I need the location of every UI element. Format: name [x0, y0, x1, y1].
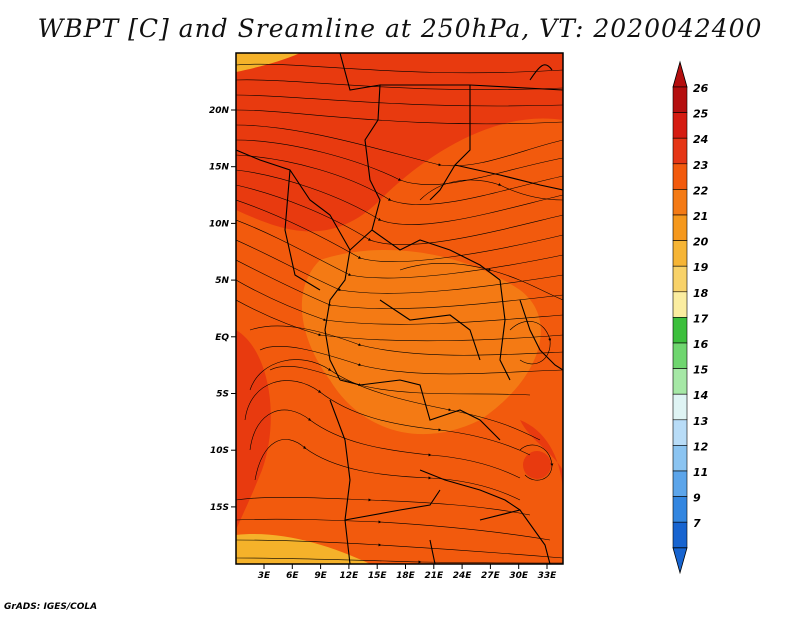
colorbar-label: 22 [693, 184, 709, 197]
map-title: WBPT [C] and Sreamline at 250hPa, VT: 20… [37, 14, 763, 43]
lon-label: 33E [538, 571, 558, 581]
colorbar-label: 12 [693, 440, 709, 453]
colorbar-label: 18 [693, 287, 709, 300]
colorbar-segment [672, 470, 688, 497]
lon-label: 12E [340, 571, 360, 581]
colorbar-label: 21 [693, 210, 708, 223]
colorbar-segment [672, 265, 688, 293]
latitude-axis: 20N 15N 10N 5N EQ 5S 10S 15S [209, 106, 236, 513]
colorbar-segment [672, 137, 688, 165]
colorbar-segment [672, 214, 688, 241]
colorbar-label: 7 [693, 517, 701, 530]
colorbar-segment [672, 189, 688, 216]
colorbar-segment [672, 445, 688, 472]
colorbar-label: 26 [693, 82, 709, 95]
colorbar: 26 25 24 23 22 21 20 19 18 17 16 15 14 13 12 11 9 7 [672, 60, 709, 575]
lon-label: 27E [481, 571, 501, 581]
colorbar-label: 23 [693, 159, 709, 172]
colorbar-label: 25 [693, 108, 709, 121]
lon-label: 15E [368, 571, 388, 581]
lat-label: 5N [215, 276, 229, 286]
colorbar-label: 16 [693, 338, 709, 351]
lat-label: 10S [210, 446, 229, 456]
credit-text: GrADS: IGES/COLA [4, 602, 98, 612]
lat-label: EQ [215, 333, 229, 343]
colorbar-label: 9 [693, 492, 701, 505]
colorbar-segment [672, 521, 688, 549]
colorbar-segment [672, 86, 688, 113]
lon-label: 9E [314, 571, 327, 581]
colorbar-segment [672, 240, 688, 267]
colorbar-segment [672, 393, 688, 421]
longitude-axis: 3E 6E 9E 12E 15E 18E 21E 24E 27E 30E 33E [258, 564, 557, 581]
colorbar-segment [672, 419, 688, 446]
colorbar-label: 19 [693, 261, 709, 274]
map-frame [235, 52, 564, 565]
colorbar-label: 14 [693, 389, 708, 402]
lon-label: 21E [424, 571, 444, 581]
lat-label: 20N [209, 106, 230, 116]
lon-label: 6E [286, 571, 299, 581]
colorbar-bottom-arrow [672, 547, 688, 575]
colorbar-segment [672, 291, 688, 318]
colorbar-label: 15 [693, 364, 709, 377]
country-boundaries [236, 53, 563, 564]
colorbar-label: 20 [693, 236, 709, 249]
colorbar-segment [672, 496, 688, 523]
lon-label: 30E [509, 571, 529, 581]
colorbar-segment [672, 342, 688, 369]
colorbar-label: 24 [693, 133, 708, 146]
lon-label: 24E [453, 571, 473, 581]
lat-label: 5S [216, 390, 229, 400]
colorbar-top-arrow [672, 60, 688, 88]
lat-label: 15S [210, 503, 229, 513]
colorbar-segment [672, 368, 688, 395]
lon-label: 3E [258, 571, 271, 581]
colorbar-label: 13 [693, 415, 709, 428]
colorbar-label: 17 [693, 312, 709, 325]
lon-label: 18E [396, 571, 416, 581]
colorbar-segment [672, 317, 688, 344]
lat-label: 15N [209, 163, 230, 173]
colorbar-segment [672, 112, 688, 139]
colorbar-segment [672, 163, 688, 190]
lat-label: 10N [209, 219, 230, 229]
colorbar-label: 11 [693, 466, 708, 479]
